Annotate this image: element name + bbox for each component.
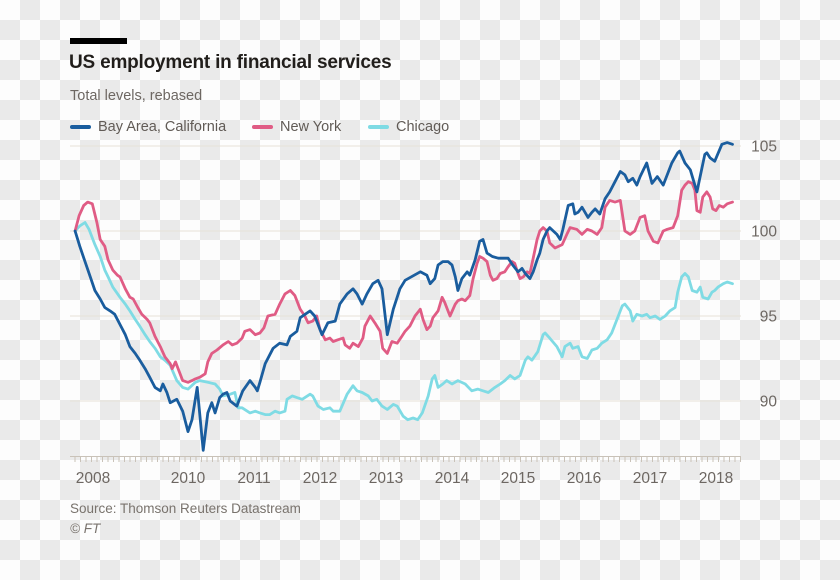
x-axis-label: 2010 xyxy=(171,470,206,487)
ft-accent-bar xyxy=(70,38,127,44)
y-axis-label: 105 xyxy=(751,139,777,156)
x-axis-label: 2008 xyxy=(76,470,110,487)
x-axis-label: 2016 xyxy=(567,470,601,487)
legend-swatch-bay-area xyxy=(70,124,91,130)
legend-label-bay-area: Bay Area, California xyxy=(98,119,227,135)
legend-item-chicago: Chicago xyxy=(368,119,449,135)
legend-swatch-new-york xyxy=(252,124,273,130)
ft-copyright: © FT xyxy=(70,521,101,536)
page-title: US employment in financial services xyxy=(69,52,392,73)
chart-subtitle: Total levels, rebased xyxy=(70,88,203,104)
x-axis-label: 2011 xyxy=(237,470,270,487)
x-axis-label: 2017 xyxy=(633,470,667,487)
y-axis-label: 90 xyxy=(760,394,778,411)
x-axis-label: 2015 xyxy=(501,470,535,487)
legend-label-chicago: Chicago xyxy=(396,119,450,135)
source-note: Source: Thomson Reuters Datastream xyxy=(70,501,301,516)
x-axis-label: 2014 xyxy=(435,470,470,487)
legend-label-new-york: New York xyxy=(280,119,342,135)
x-axis-label: 2018 xyxy=(699,470,733,487)
legend-item-bay-area: Bay Area, California xyxy=(70,119,226,135)
y-axis-label: 100 xyxy=(751,224,777,241)
series-line-new-york xyxy=(73,180,734,384)
y-axis-label: 95 xyxy=(760,309,777,326)
x-axis-label: 2013 xyxy=(369,470,403,487)
legend-swatch-chicago xyxy=(368,124,389,130)
legend-item-new-york: New York xyxy=(252,119,341,135)
series-line-chicago xyxy=(73,221,734,422)
x-axis-label: 2012 xyxy=(303,470,337,487)
series-line-bay-area xyxy=(73,141,734,452)
